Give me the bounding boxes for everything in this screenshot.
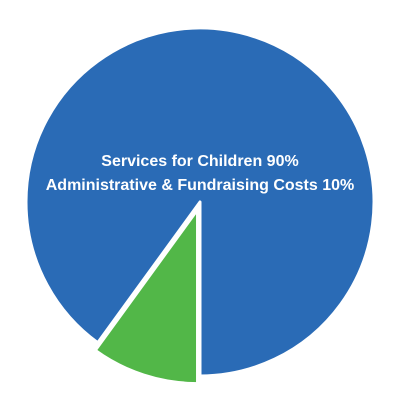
pie-slice-administrative-fundraising-costs — [93, 208, 200, 386]
pie-labels: Services for Children 90% Administrative… — [46, 153, 355, 194]
pie-slices — [24, 26, 376, 386]
pie-slice-services-for-children — [24, 26, 376, 378]
slice-label-services-for-children: Services for Children 90% — [101, 153, 298, 170]
slice-label-administrative-fundraising-costs: Administrative & Fundraising Costs 10% — [46, 177, 355, 194]
